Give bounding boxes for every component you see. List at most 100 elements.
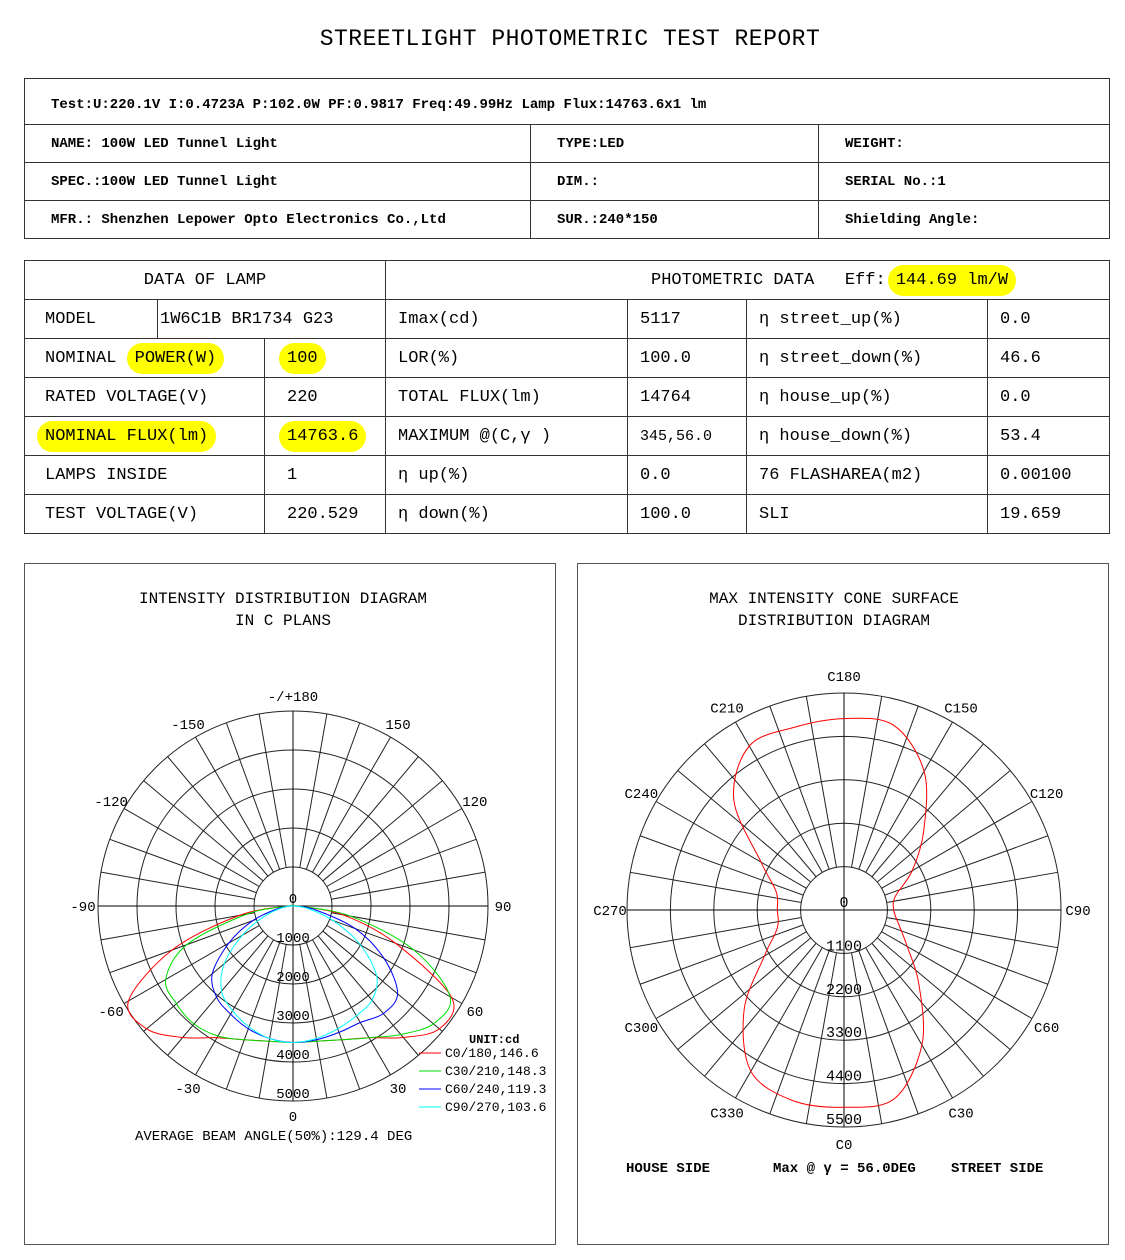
pd-value: 0.0 bbox=[986, 299, 1111, 339]
polar-spoke bbox=[195, 939, 274, 1076]
polar-spoke bbox=[143, 930, 264, 1032]
power-label-a: NOMINAL bbox=[45, 348, 117, 368]
ring-label: 5000 bbox=[276, 1087, 310, 1103]
polar-spoke bbox=[123, 925, 260, 1004]
unit-label: UNIT:cd bbox=[469, 1033, 519, 1047]
polar-spoke bbox=[704, 743, 817, 878]
polar-spoke bbox=[769, 950, 830, 1115]
intensity-curve bbox=[220, 905, 378, 1044]
angle-label: -30 bbox=[175, 1082, 200, 1098]
polar-spoke bbox=[322, 780, 443, 882]
angle-label: 0 bbox=[289, 1110, 297, 1126]
polar-spoke bbox=[322, 930, 443, 1032]
power-cell: 100 bbox=[264, 338, 386, 378]
angle-label: C210 bbox=[710, 701, 744, 717]
angle-label: 120 bbox=[462, 795, 487, 811]
ring-label: 0 bbox=[839, 895, 848, 912]
angle-label: -60 bbox=[99, 1005, 124, 1021]
polar-spoke bbox=[677, 937, 812, 1050]
angle-label: C120 bbox=[1030, 787, 1064, 803]
lamps-inside-label: LAMPS INSIDE bbox=[24, 455, 265, 495]
polar-spoke bbox=[312, 939, 391, 1076]
polar-spoke bbox=[881, 801, 1033, 889]
test-conditions: Test:U:220.1V I:0.4723A P:102.0W PF:0.98… bbox=[24, 78, 1110, 125]
angle-label: C0 bbox=[836, 1138, 853, 1154]
ring-label: 3300 bbox=[826, 1025, 862, 1042]
name-cell: NAME: 100W LED Tunnel Light bbox=[24, 124, 531, 163]
polar-spoke bbox=[630, 917, 802, 949]
pd-value: 14764 bbox=[627, 377, 747, 417]
polar-spoke bbox=[329, 918, 477, 974]
legend-label: C30/210,148.3 bbox=[445, 1064, 546, 1079]
nominal-flux-value-cell: 14763.6 bbox=[264, 416, 386, 456]
pd-value: 345,56.0 bbox=[627, 416, 747, 456]
nominal-flux-label: NOMINAL FLUX(lm) bbox=[37, 420, 217, 452]
polar-spoke bbox=[143, 780, 264, 882]
dim-cell: DIM.: bbox=[530, 162, 819, 201]
angle-label: -/+180 bbox=[268, 690, 318, 706]
polar-spoke bbox=[109, 838, 257, 894]
angle-label: 90 bbox=[495, 900, 512, 916]
polar-spoke bbox=[639, 835, 804, 896]
polar-spoke bbox=[886, 871, 1058, 903]
polar-spoke bbox=[677, 770, 812, 883]
polar-spoke bbox=[735, 721, 823, 873]
lamp-data-header: DATA OF LAMP bbox=[24, 260, 386, 300]
polar-spoke bbox=[225, 942, 281, 1090]
cone-surface-panel: MAX INTENSITY CONE SURFACE DISTRIBUTION … bbox=[577, 563, 1109, 1245]
house-side-label: HOUSE SIDE bbox=[626, 1161, 710, 1177]
model-label: MODEL bbox=[24, 299, 158, 339]
pd-label: η street_up(%) bbox=[746, 299, 988, 339]
angle-label: C150 bbox=[944, 701, 978, 717]
ring-label: 4000 bbox=[276, 1048, 310, 1064]
polar-spoke bbox=[871, 942, 984, 1077]
angle-label: C270 bbox=[593, 904, 627, 920]
polar-spoke bbox=[805, 696, 837, 868]
ring-label: 2200 bbox=[826, 982, 862, 999]
ring-label: 3000 bbox=[276, 1009, 310, 1025]
polar-spoke bbox=[630, 871, 802, 903]
polar-spoke bbox=[769, 705, 830, 870]
pd-value: 5117 bbox=[627, 299, 747, 339]
pd-value: 46.6 bbox=[986, 338, 1111, 378]
polar-spoke bbox=[331, 912, 486, 941]
polar-spoke bbox=[305, 942, 361, 1090]
polar-spoke bbox=[639, 924, 804, 985]
ring-label: 0 bbox=[289, 892, 297, 908]
polar-spoke bbox=[851, 696, 883, 868]
polar-spoke bbox=[876, 770, 1011, 883]
diagram-subtitle: DISTRIBUTION DIAGRAM bbox=[738, 612, 930, 630]
polar-spoke bbox=[851, 952, 883, 1124]
cone-surface-diagram: MAX INTENSITY CONE SURFACE DISTRIBUTION … bbox=[593, 590, 1090, 1177]
pd-value: 0.00100 bbox=[986, 455, 1111, 495]
pd-label: LOR(%) bbox=[385, 338, 628, 378]
angle-label: C60 bbox=[1034, 1021, 1059, 1037]
pd-label: η house_down(%) bbox=[746, 416, 988, 456]
serial-cell: SERIAL No.:1 bbox=[818, 162, 1110, 201]
street-side-label: STREET SIDE bbox=[951, 1161, 1043, 1177]
polar-spoke bbox=[858, 950, 919, 1115]
photometric-header: PHOTOMETRIC DATA Eff: 144.69 lm/W bbox=[384, 260, 1111, 300]
polar-spoke bbox=[884, 924, 1049, 985]
beam-angle-text: AVERAGE BEAM ANGLE(50%):129.4 DEG bbox=[135, 1129, 412, 1145]
polar-spoke bbox=[109, 918, 257, 974]
angle-label: 150 bbox=[385, 718, 410, 734]
pd-value: 0.0 bbox=[627, 455, 747, 495]
nominal-flux-value: 14763.6 bbox=[279, 420, 367, 452]
polar-spoke bbox=[317, 935, 419, 1056]
polar-spoke bbox=[317, 756, 419, 877]
polar-spoke bbox=[865, 947, 953, 1099]
angle-label: -90 bbox=[70, 900, 95, 916]
lamps-inside-value: 1 bbox=[264, 455, 386, 495]
polar-spoke bbox=[299, 944, 328, 1099]
angle-label: C180 bbox=[827, 670, 861, 686]
ring-label: 1000 bbox=[276, 931, 310, 947]
eff-value: 144.69 lm/W bbox=[887, 264, 1017, 296]
polar-spoke bbox=[258, 944, 287, 1099]
polar-spoke bbox=[881, 931, 1033, 1019]
pd-label: η house_up(%) bbox=[746, 377, 988, 417]
legend-label: C0/180,146.6 bbox=[445, 1046, 539, 1061]
polar-spoke bbox=[865, 721, 953, 873]
polar-spoke bbox=[225, 722, 281, 870]
